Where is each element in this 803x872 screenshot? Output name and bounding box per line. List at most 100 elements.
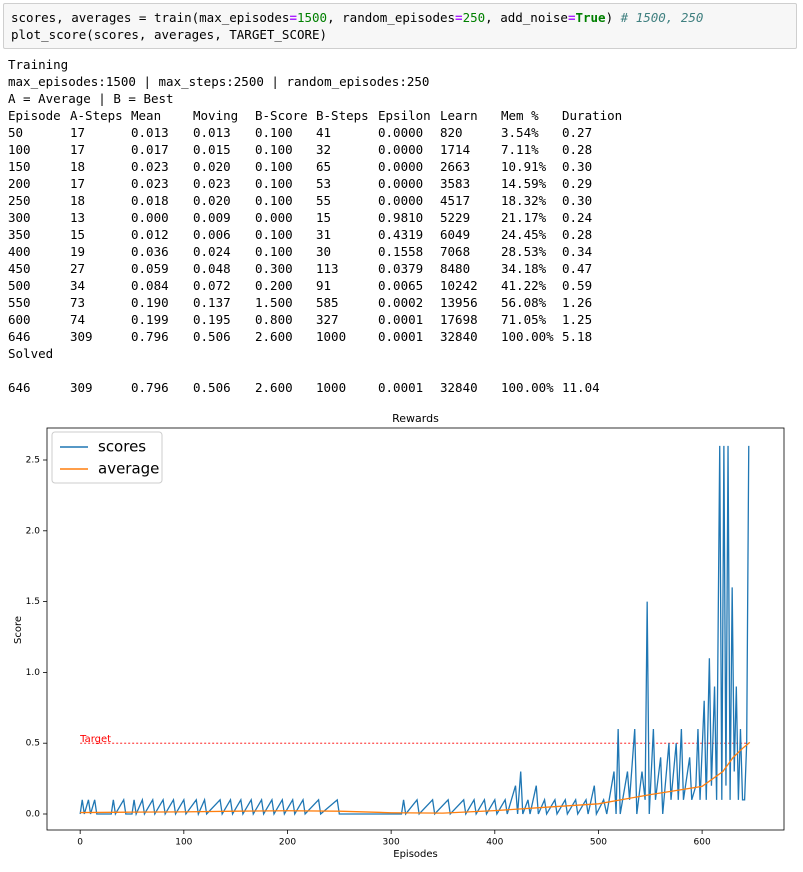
table-cell: 0.506 — [193, 329, 231, 344]
table-cell: 309 — [70, 380, 93, 395]
series-line — [80, 741, 751, 814]
table-cell: 32840 — [440, 380, 478, 395]
table-cell: 0.190 — [131, 295, 169, 310]
table-cell: 0.013 — [193, 125, 231, 140]
table-cell: 0.199 — [131, 312, 169, 327]
table-cell: 0.036 — [131, 244, 169, 259]
table-cell: 0.59 — [562, 278, 593, 293]
x-tick-label: 100 — [175, 838, 192, 848]
y-tick-label: 2.0 — [26, 526, 41, 536]
table-cell: 0.137 — [193, 295, 231, 310]
table-cell: 0.012 — [131, 227, 169, 242]
table-cell: 0.024 — [193, 244, 231, 259]
table-cell: 0.100 — [255, 193, 293, 208]
table-cell: 10242 — [440, 278, 478, 293]
table-cell: 10.91% — [501, 159, 547, 174]
target-label: Target — [79, 734, 111, 745]
output-line: max_episodes:1500 | max_steps:2500 | ran… — [8, 74, 430, 89]
table-cell: 0.796 — [131, 380, 169, 395]
table-cell: 11.04 — [562, 380, 600, 395]
table-cell: 28.53% — [501, 244, 547, 259]
table-cell: 7068 — [440, 244, 471, 259]
x-tick-label: 0 — [77, 838, 83, 848]
table-cell: 1000 — [316, 329, 347, 344]
code-line: scores, averages = train(max_episodes=15… — [11, 10, 703, 25]
y-tick-label: 2.5 — [26, 456, 40, 466]
table-cell: 0.0065 — [378, 278, 424, 293]
table-cell: 309 — [70, 329, 93, 344]
table-cell: 0.30 — [562, 193, 593, 208]
code-cell[interactable]: scores, averages = train(max_episodes=15… — [3, 3, 797, 49]
table-cell: 71.05% — [501, 312, 547, 327]
table-header: Mean — [131, 108, 162, 123]
code-token: True — [575, 10, 606, 25]
table-cell: 0.9810 — [378, 210, 424, 225]
table-cell: 18 — [70, 193, 86, 208]
table-cell: 0.017 — [131, 142, 169, 157]
table-cell: 0.100 — [255, 176, 293, 191]
table-cell: 0.47 — [562, 261, 593, 276]
table-cell: 0.1558 — [378, 244, 424, 259]
table-cell: 300 — [8, 210, 31, 225]
table-cell: 0.020 — [193, 159, 231, 174]
table-cell: 18.32% — [501, 193, 547, 208]
table-cell: 0.800 — [255, 312, 293, 327]
table-header: B-Score — [255, 108, 308, 123]
table-cell: 0.0000 — [378, 159, 424, 174]
table-cell: 0.0000 — [378, 193, 424, 208]
code-token: , add_noise — [485, 10, 568, 25]
code-token: 1500 — [296, 10, 328, 25]
table-cell: 0.013 — [131, 125, 169, 140]
y-axis-label: Score — [13, 616, 24, 644]
table-cell: 21.17% — [501, 210, 547, 225]
legend-box — [51, 431, 163, 484]
table-cell: 0.0001 — [378, 329, 424, 344]
table-cell: 0.020 — [193, 193, 231, 208]
table-cell: 0.023 — [131, 176, 169, 191]
code-token: 250 — [462, 10, 486, 25]
table-header: A-Steps — [70, 108, 123, 123]
solved-line: Solved — [8, 346, 54, 361]
output-line: Training — [8, 57, 69, 72]
table-cell: 2663 — [440, 159, 471, 174]
table-cell: 0.200 — [255, 278, 293, 293]
code-token: = — [455, 10, 463, 25]
table-cell: 113 — [316, 261, 339, 276]
table-cell: 15 — [316, 210, 332, 225]
table-cell: 0.4319 — [378, 227, 424, 242]
table-cell: 0.084 — [131, 278, 169, 293]
table-cell: 2.600 — [255, 380, 293, 395]
table-cell: 1000 — [316, 380, 347, 395]
table-cell: 34 — [70, 278, 86, 293]
table-cell: 100.00% — [501, 329, 554, 344]
table-cell: 74 — [70, 312, 86, 327]
table-cell: 19 — [70, 244, 86, 259]
table-cell: 1714 — [440, 142, 471, 157]
table-cell: 0.34 — [562, 244, 593, 259]
table-cell: 17 — [70, 142, 86, 157]
table-cell: 585 — [316, 295, 339, 310]
table-cell: 0.0000 — [378, 142, 424, 157]
table-cell: 15 — [70, 227, 86, 242]
table-cell: 0.009 — [193, 210, 231, 225]
table-cell: 0.30 — [562, 159, 593, 174]
table-cell: 0.28 — [562, 142, 593, 157]
code-token: = — [289, 10, 297, 25]
code-token: = — [567, 10, 576, 25]
table-cell: 0.300 — [255, 261, 293, 276]
table-cell: 0.100 — [255, 227, 293, 242]
table-cell: 0.023 — [193, 176, 231, 191]
legend-label: average — [98, 460, 159, 478]
table-cell: 0.24 — [562, 210, 593, 225]
table-cell: 450 — [8, 261, 31, 276]
table-cell: 350 — [8, 227, 31, 242]
table-cell: 0.100 — [255, 244, 293, 259]
table-cell: 0.018 — [131, 193, 169, 208]
table-header: B-Steps — [316, 108, 369, 123]
table-cell: 73 — [70, 295, 86, 310]
table-cell: 0.072 — [193, 278, 231, 293]
y-tick-label: 0.5 — [26, 739, 40, 749]
table-cell: 0.195 — [193, 312, 231, 327]
table-cell: 0.28 — [562, 227, 593, 242]
x-tick-label: 600 — [694, 838, 711, 848]
